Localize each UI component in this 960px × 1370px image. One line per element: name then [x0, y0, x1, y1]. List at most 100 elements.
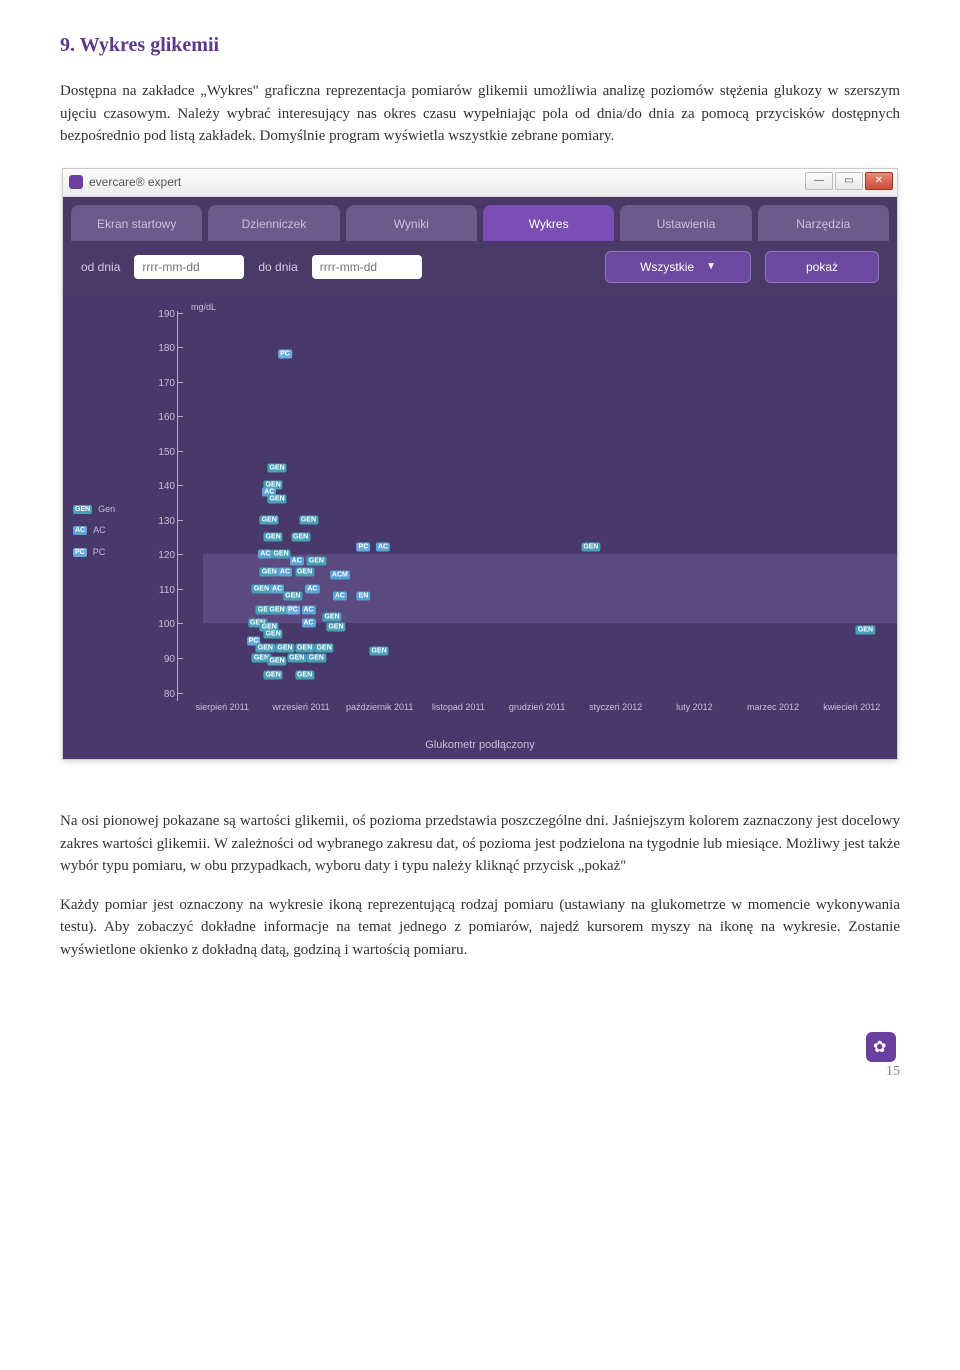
data-point[interactable]: GEN — [307, 653, 326, 662]
to-label: do dnia — [258, 258, 297, 276]
data-point[interactable]: AC — [278, 567, 292, 576]
data-point[interactable]: GEN — [295, 643, 314, 652]
y-axis — [177, 311, 178, 701]
y-tick: 130 — [155, 514, 175, 529]
data-point[interactable]: GEN — [268, 463, 287, 472]
data-point[interactable]: GEN — [260, 515, 279, 524]
data-point[interactable]: GEN — [264, 671, 283, 680]
data-point[interactable]: ACM — [330, 571, 350, 580]
data-point[interactable]: GEN — [271, 550, 290, 559]
legend-label: PC — [93, 546, 106, 560]
window-title: evercare® expert — [89, 173, 181, 191]
legend-item: ACAC — [73, 524, 115, 538]
tab-ustawienia[interactable]: Ustawienia — [620, 205, 751, 241]
maximize-button[interactable]: ▭ — [835, 172, 863, 190]
data-point[interactable]: PC — [278, 349, 292, 358]
data-point[interactable]: GEN — [268, 605, 287, 614]
x-tick: luty 2012 — [655, 701, 734, 715]
tab-row: Ekran startowyDzienniczekWynikiWykresUst… — [63, 197, 897, 241]
description-paragraph-2: Każdy pomiar jest oznaczony na wykresie … — [60, 894, 900, 962]
chart-legend: GEN Gen ACAC PC PC — [73, 503, 115, 568]
data-point[interactable]: GEN — [268, 495, 287, 504]
data-point[interactable]: GEN — [856, 626, 875, 635]
tab-dzienniczek[interactable]: Dzienniczek — [208, 205, 339, 241]
data-point[interactable]: GEN — [264, 533, 283, 542]
x-tick: kwiecień 2012 — [812, 701, 891, 715]
from-date-input[interactable] — [134, 255, 244, 279]
type-dropdown[interactable]: Wszystkie ▼ — [605, 251, 751, 283]
x-tick: listopad 2011 — [419, 701, 498, 715]
x-tick: styczeń 2012 — [576, 701, 655, 715]
data-point[interactable]: PC — [357, 543, 371, 552]
y-tick: 140 — [155, 479, 175, 494]
y-tick: 150 — [155, 445, 175, 460]
status-bar: Glukometr podłączony — [63, 733, 897, 760]
tab-ekran-startowy[interactable]: Ekran startowy — [71, 205, 202, 241]
y-axis-unit: mg/dL — [191, 301, 216, 315]
glycemia-chart: mg/dL GENGenACACPCPC sierpień 2011wrzesi… — [63, 293, 897, 733]
data-point[interactable]: AC — [301, 619, 315, 628]
dropdown-label: Wszystkie — [640, 258, 694, 276]
data-point[interactable]: GEN — [291, 533, 310, 542]
data-point[interactable]: GEN — [264, 629, 283, 638]
data-point[interactable]: GEN — [287, 653, 306, 662]
data-point[interactable]: GEN — [326, 622, 345, 631]
data-point[interactable]: GEN — [307, 557, 326, 566]
y-tick: 160 — [155, 410, 175, 425]
data-point[interactable]: GEN — [295, 671, 314, 680]
tab-narzędzia[interactable]: Narzędzia — [758, 205, 889, 241]
data-point[interactable]: GEN — [299, 515, 318, 524]
y-tick: 100 — [155, 617, 175, 632]
y-tick: 190 — [155, 307, 175, 322]
data-point[interactable]: GEN — [260, 567, 279, 576]
show-button[interactable]: pokaż — [765, 251, 879, 283]
data-point[interactable]: AC — [270, 584, 284, 593]
y-tick: 90 — [155, 652, 175, 667]
legend-label: Gen — [98, 503, 115, 517]
data-point[interactable]: GEN — [370, 647, 389, 656]
minimize-button[interactable]: — — [805, 172, 833, 190]
data-point[interactable]: AC — [258, 550, 272, 559]
section-heading: 9. Wykres glikemii — [60, 30, 900, 60]
chevron-down-icon: ▼ — [706, 259, 716, 274]
x-tick: sierpień 2011 — [183, 701, 262, 715]
data-point[interactable]: GEN — [283, 591, 302, 600]
data-point[interactable]: GEN — [268, 657, 287, 666]
data-point[interactable]: GEN — [315, 643, 334, 652]
data-point[interactable]: GEN — [275, 643, 294, 652]
data-point[interactable]: GEN — [252, 584, 271, 593]
data-point[interactable]: AC — [305, 584, 319, 593]
legend-badge-icon: GEN — [73, 505, 92, 514]
window-titlebar: evercare® expert — ▭ ✕ — [63, 169, 897, 197]
tab-wyniki[interactable]: Wyniki — [346, 205, 477, 241]
data-point[interactable]: AC — [376, 543, 390, 552]
filter-bar: od dnia do dnia Wszystkie ▼ pokaż — [63, 241, 897, 293]
data-point[interactable]: GEN — [322, 612, 341, 621]
y-tick: 120 — [155, 548, 175, 563]
x-tick: wrzesień 2011 — [262, 701, 341, 715]
data-point[interactable]: PC — [286, 605, 300, 614]
x-tick: grudzień 2011 — [498, 701, 577, 715]
data-point[interactable]: GEN — [581, 543, 600, 552]
legend-badge-icon: AC — [73, 526, 87, 535]
to-date-input[interactable] — [312, 255, 422, 279]
x-axis: sierpień 2011wrzesień 2011październik 20… — [183, 701, 891, 715]
tab-wykres[interactable]: Wykres — [483, 205, 614, 241]
legend-badge-icon: PC — [73, 548, 87, 557]
data-point[interactable]: AC — [333, 591, 347, 600]
data-point[interactable]: GEN — [295, 567, 314, 576]
footer-logo-icon — [866, 1032, 896, 1062]
data-point[interactable]: GEN — [256, 643, 275, 652]
intro-paragraph: Dostępna na zakładce „Wykres" graficzna … — [60, 80, 900, 148]
close-button[interactable]: ✕ — [865, 172, 893, 190]
data-point[interactable]: EN — [357, 591, 371, 600]
y-tick: 80 — [155, 687, 175, 702]
legend-item: PC PC — [73, 546, 115, 560]
x-tick: marzec 2012 — [734, 701, 813, 715]
description-paragraph-1: Na osi pionowej pokazane są wartości gli… — [60, 810, 900, 878]
y-tick: 110 — [155, 583, 175, 598]
x-tick: październik 2011 — [340, 701, 419, 715]
data-point[interactable]: AC — [301, 605, 315, 614]
data-point[interactable]: AC — [290, 557, 304, 566]
y-tick: 180 — [155, 341, 175, 356]
